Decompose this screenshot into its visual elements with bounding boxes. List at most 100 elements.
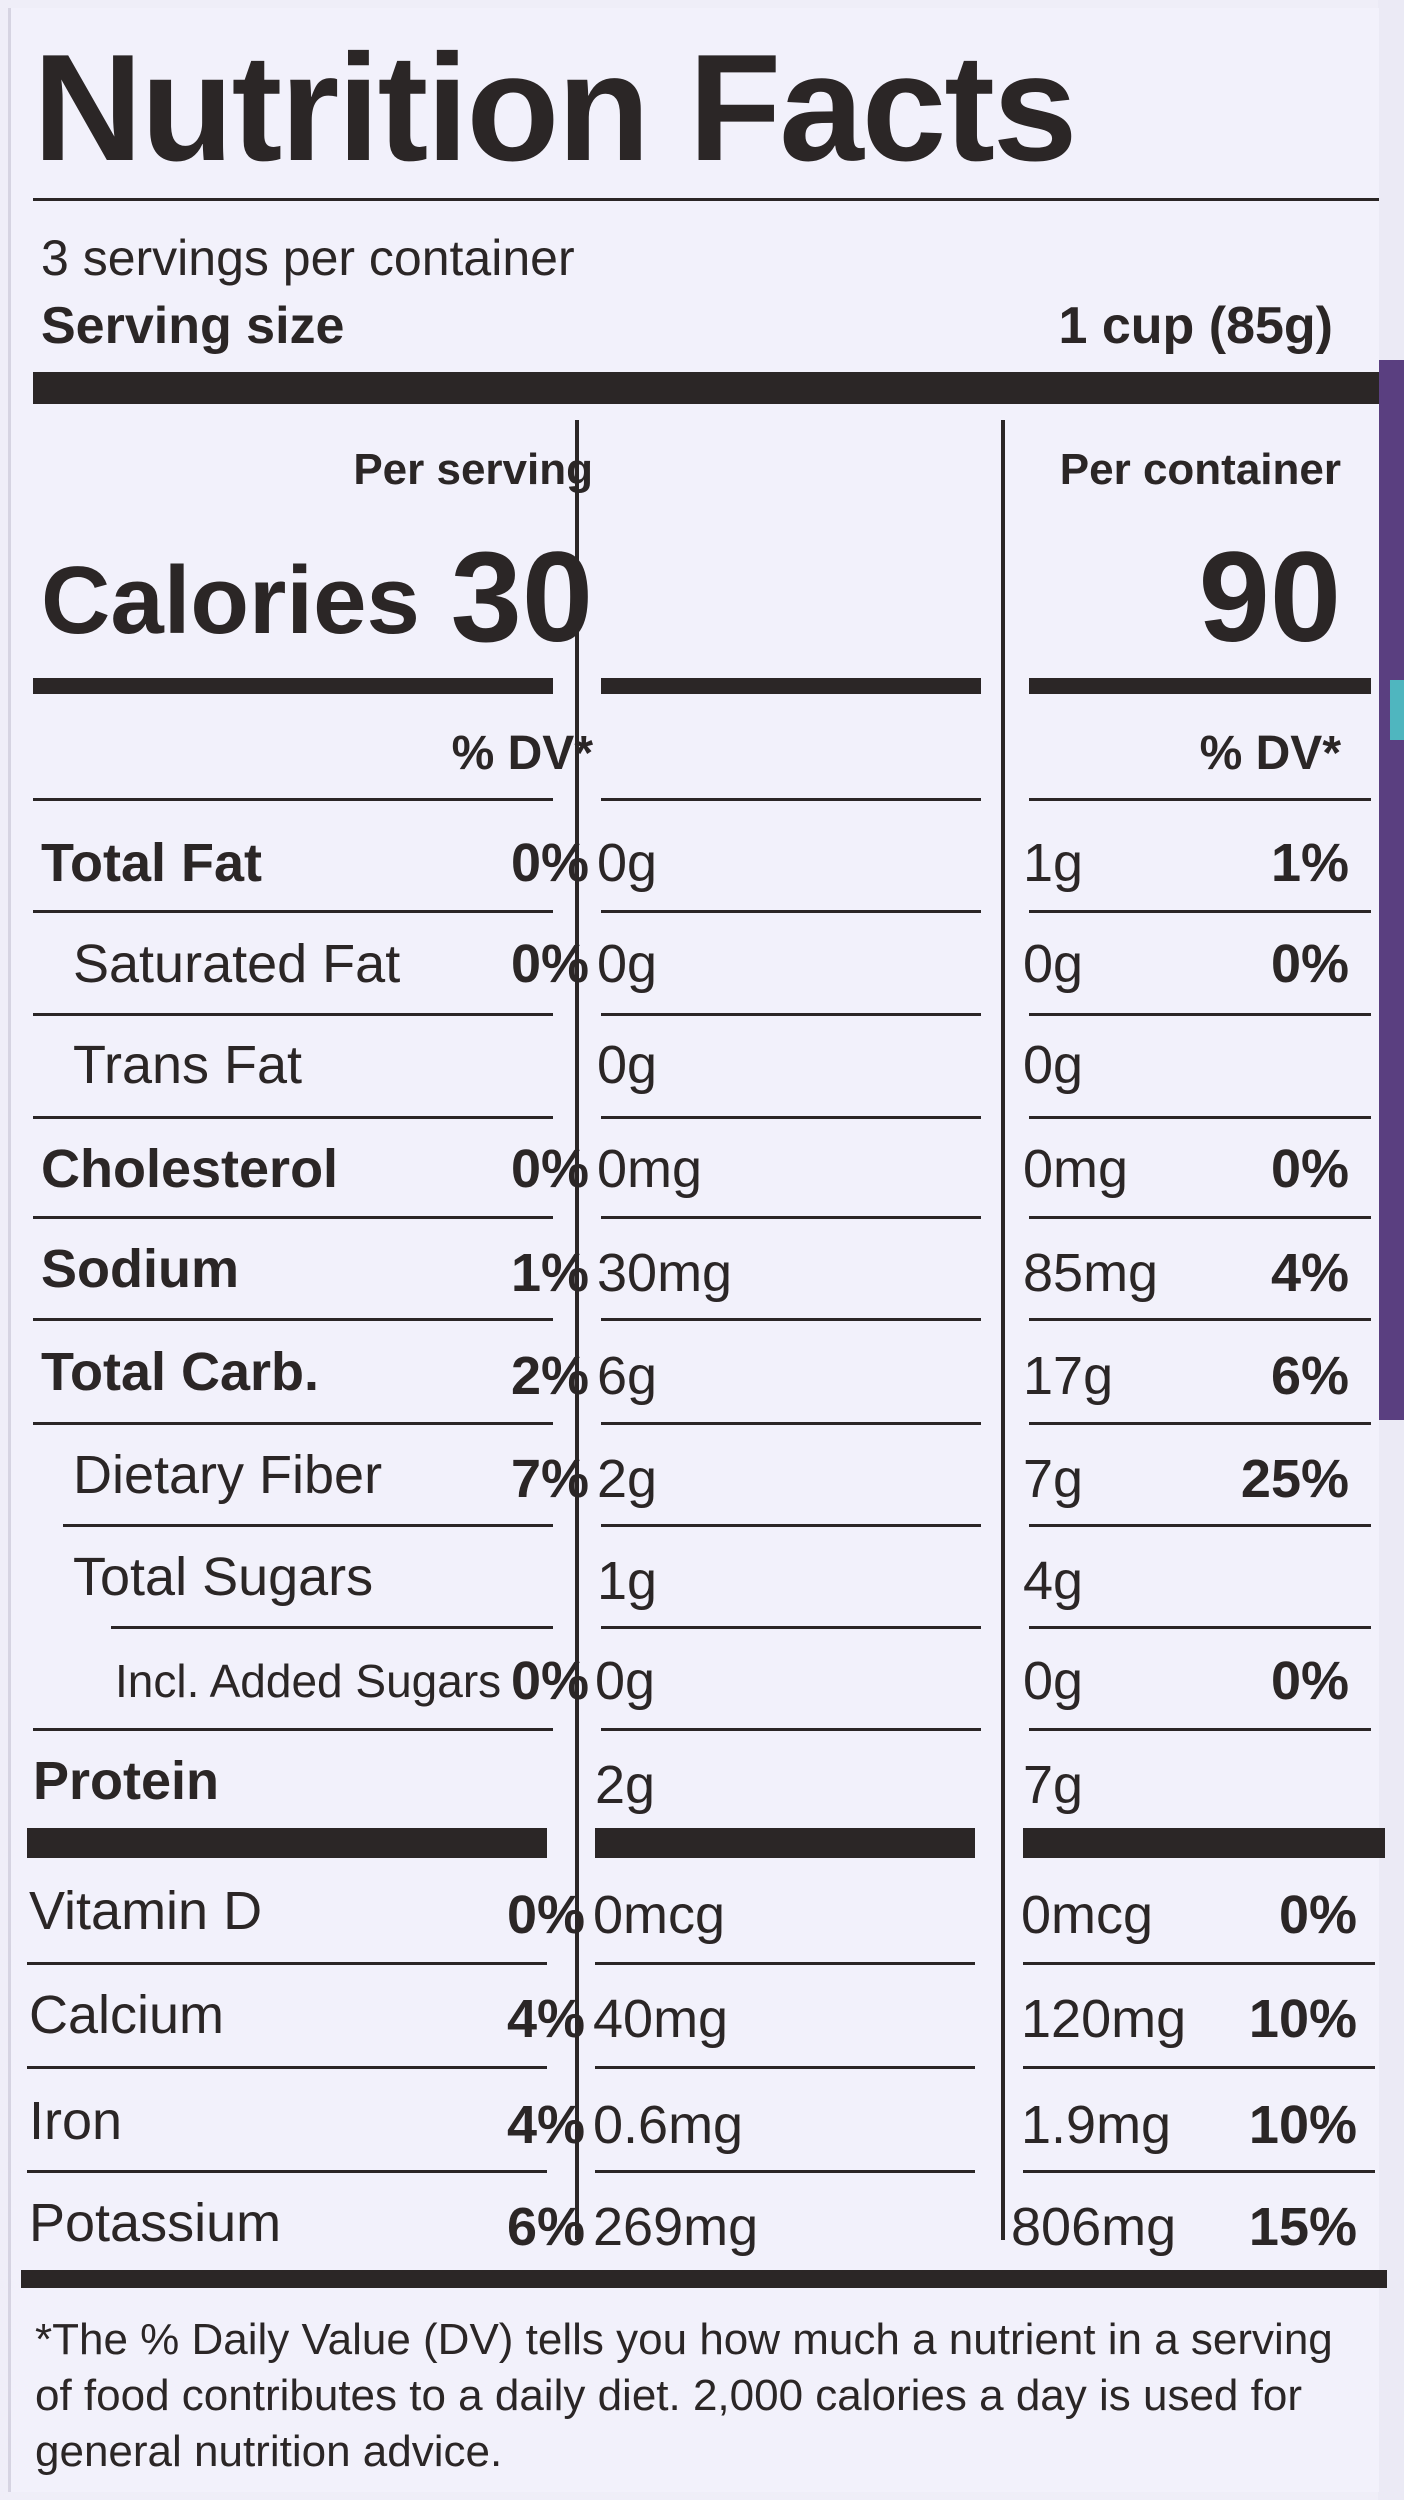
calories-per-container: 90 [1198,526,1341,669]
serving-amount: 0g [597,934,658,994]
serving-amount: 0g [597,833,658,893]
rule-row-1 [33,910,553,913]
serving-dv: 4% [506,2095,585,2155]
rule-row-4 [33,1216,553,1219]
nutrient-label-saturated-fat: Saturated Fat [73,934,401,994]
serving-dv: 2% [510,1346,589,1406]
serving-size-value: 1 cup (85g) [1058,297,1334,355]
rule-row-2-container [1029,1013,1371,1016]
rule-row-8-container [1029,1626,1371,1629]
rule-vit-3-container [1023,2170,1375,2173]
rule-row-6-container [1029,1422,1371,1425]
rule-row-5 [33,1318,553,1321]
serving-amount: 40mg [593,1989,729,2049]
rule-row-1-container [1029,910,1371,913]
package-edge [1378,0,1404,2500]
thick-rule-footnote [21,2270,1387,2288]
rule-row-0-serving [601,798,981,801]
serving-dv: 4% [506,1989,585,2049]
nutrient-label-added-sugars: Incl. Added Sugars [115,1655,502,1707]
serving-amount: 1g [597,1551,658,1611]
nutrition-facts-title: Nutrition Facts [33,23,1077,193]
container-dv: 10% [1248,1989,1357,2049]
nutrient-label-sodium: Sodium [41,1239,239,1299]
nutrient-label-trans-fat: Trans Fat [73,1035,303,1095]
container-amount: 120mg [1021,1989,1187,2049]
container-dv: 1% [1270,833,1349,893]
serving-amount: 2g [597,1449,658,1509]
container-amount: 1.9mg [1021,2095,1172,2155]
serving-amount: 0mg [597,1139,703,1199]
container-dv: 25% [1240,1449,1349,1509]
serving-amount: 0mcg [593,1885,726,1945]
package-edge-purple [1378,360,1404,1420]
rule-row-7 [63,1524,553,1527]
vitamin-label-calcium: Calcium [29,1985,225,2045]
rule-vit-1-serving [595,1962,975,1965]
rule-row-9 [33,1728,553,1731]
nutrient-label-protein: Protein [33,1751,220,1811]
divider-serving-column [575,420,579,2240]
rule-vit-3-serving [595,2170,975,2173]
container-amount: 7g [1023,1755,1084,1815]
rule-row-9-container [1029,1728,1371,1731]
thick-rule-vitamins-container [1023,1828,1385,1858]
nutrient-label-total-carb: Total Carb. [41,1342,320,1402]
rule-row-4-container [1029,1216,1371,1219]
container-dv: 10% [1248,2095,1357,2155]
container-amount: 0g [1023,1035,1084,1095]
thick-rule-vitamins-serving [595,1828,975,1858]
rule-row-9-serving [601,1728,981,1731]
serving-dv: 0% [510,833,589,893]
container-dv: 0% [1270,1139,1349,1199]
dv-header-serving: % DV* [451,727,593,780]
container-amount: 7g [1023,1449,1084,1509]
per-container-header: Per container [1059,445,1341,494]
serving-amount: 269mg [593,2197,759,2257]
serving-dv: 0% [510,934,589,994]
serving-dv: 1% [510,1243,589,1303]
thick-rule-vitamins [27,1828,547,1858]
rule-row-3-container [1029,1116,1371,1119]
nutrient-label-dietary-fiber: Dietary Fiber [73,1445,383,1505]
calories-per-serving: 30 [450,526,593,669]
rule-vit-1 [27,1962,547,1965]
vitamin-label-iron: Iron [29,2091,123,2151]
container-dv: 0% [1278,1885,1357,1945]
container-amount: 0mg [1023,1139,1129,1199]
rule-vit-3 [27,2170,547,2173]
rule-row-6 [33,1422,553,1425]
container-dv: 6% [1270,1346,1349,1406]
calories-rule-left [33,678,553,694]
serving-amount: 0.6mg [593,2095,744,2155]
container-amount: 0g [1023,1651,1084,1711]
rule-row-3 [33,1116,553,1119]
rule-row-0 [33,798,553,801]
serving-amount: 0g [597,1035,658,1095]
daily-value-footnote: *The % Daily Value (DV) tells you how mu… [35,2315,1333,2476]
serving-amount: 6g [597,1346,658,1406]
nutrient-label-total-sugars: Total Sugars [73,1547,374,1607]
container-dv: 15% [1248,2197,1357,2257]
serving-dv: 0% [506,1885,585,1945]
container-amount: 0g [1023,934,1084,994]
serving-size-label: Serving size [41,297,345,355]
serving-amount: 30mg [597,1243,733,1303]
container-amount: 85mg [1023,1243,1159,1303]
container-amount: 17g [1023,1346,1114,1406]
nutrient-label-cholesterol: Cholesterol [41,1139,339,1199]
serving-dv: 6% [506,2197,585,2257]
servings-per-container: 3 servings per container [41,230,575,286]
rule-row-7-serving [601,1524,981,1527]
rule-row-6-serving [601,1422,981,1425]
dv-header-container: % DV* [1199,727,1341,780]
calories-rule-container [1029,678,1371,694]
rule-row-1-serving [601,910,981,913]
rule-row-4-serving [601,1216,981,1219]
serving-dv: 7% [510,1449,589,1509]
package-edge-teal [1390,680,1404,740]
rule-row-8-serving [601,1626,981,1629]
rule-vit-1-container [1023,1962,1375,1965]
rule-row-8 [111,1626,553,1629]
rule-row-5-serving [601,1318,981,1321]
